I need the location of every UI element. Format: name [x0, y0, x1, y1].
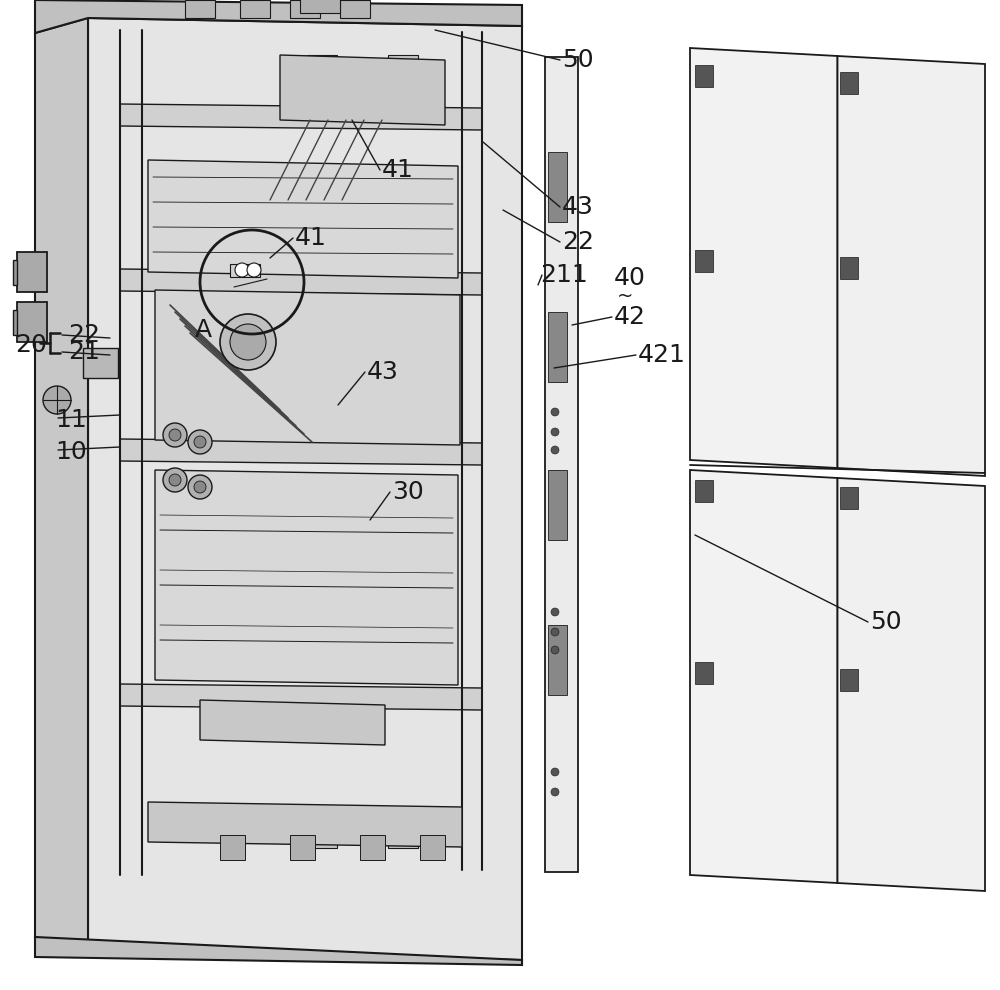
Polygon shape	[695, 250, 713, 272]
Polygon shape	[230, 264, 260, 277]
Polygon shape	[838, 56, 985, 476]
Circle shape	[551, 428, 559, 436]
Polygon shape	[340, 0, 370, 18]
Text: 41: 41	[382, 158, 414, 182]
Text: 22: 22	[562, 230, 594, 254]
Polygon shape	[35, 0, 522, 33]
Text: 43: 43	[562, 195, 594, 219]
Polygon shape	[120, 684, 482, 710]
Text: 22: 22	[68, 323, 100, 347]
Polygon shape	[388, 55, 418, 92]
Circle shape	[194, 436, 206, 448]
Polygon shape	[280, 55, 445, 125]
Polygon shape	[840, 257, 858, 279]
Circle shape	[188, 475, 212, 499]
Polygon shape	[17, 302, 47, 342]
Circle shape	[188, 430, 212, 454]
Text: 20: 20	[15, 333, 47, 357]
Polygon shape	[220, 835, 245, 860]
Polygon shape	[360, 835, 385, 860]
Polygon shape	[548, 312, 567, 382]
Circle shape	[163, 423, 187, 447]
Polygon shape	[388, 808, 418, 848]
Polygon shape	[545, 57, 578, 872]
Polygon shape	[290, 835, 315, 860]
Polygon shape	[420, 835, 445, 860]
Polygon shape	[312, 35, 332, 872]
Circle shape	[551, 608, 559, 616]
Circle shape	[551, 768, 559, 776]
Text: 11: 11	[55, 408, 87, 432]
Polygon shape	[240, 0, 270, 18]
Circle shape	[220, 314, 276, 370]
Polygon shape	[35, 937, 522, 965]
Polygon shape	[307, 55, 337, 92]
Polygon shape	[35, 18, 88, 952]
Text: 30: 30	[392, 480, 424, 504]
Polygon shape	[695, 480, 713, 502]
Polygon shape	[690, 48, 838, 468]
Text: 421: 421	[638, 343, 686, 367]
Polygon shape	[840, 669, 858, 691]
Circle shape	[43, 386, 71, 414]
Text: 211: 211	[540, 263, 588, 287]
Text: 10: 10	[55, 440, 87, 464]
Text: 41: 41	[295, 226, 327, 250]
Text: ~: ~	[617, 286, 633, 306]
Text: 42: 42	[614, 305, 646, 329]
Polygon shape	[695, 65, 713, 87]
Polygon shape	[548, 625, 567, 695]
Polygon shape	[83, 348, 118, 378]
Polygon shape	[838, 478, 985, 891]
Polygon shape	[840, 487, 858, 509]
Text: 50: 50	[562, 48, 594, 72]
Text: 40: 40	[614, 266, 646, 290]
Polygon shape	[120, 439, 482, 465]
Polygon shape	[290, 0, 320, 18]
Polygon shape	[148, 160, 458, 278]
Circle shape	[247, 263, 261, 277]
Polygon shape	[120, 104, 482, 130]
Polygon shape	[307, 808, 337, 848]
Polygon shape	[690, 470, 838, 883]
Polygon shape	[148, 802, 462, 847]
Circle shape	[551, 646, 559, 654]
Polygon shape	[185, 0, 215, 18]
Polygon shape	[548, 152, 567, 222]
Polygon shape	[548, 470, 567, 540]
Circle shape	[163, 468, 187, 492]
Circle shape	[235, 263, 249, 277]
Circle shape	[551, 408, 559, 416]
Text: 21: 21	[68, 340, 100, 364]
Polygon shape	[300, 0, 340, 13]
Polygon shape	[120, 269, 482, 295]
Polygon shape	[200, 700, 385, 745]
Circle shape	[230, 324, 266, 360]
Circle shape	[551, 788, 559, 796]
Polygon shape	[88, 18, 522, 960]
Circle shape	[194, 481, 206, 493]
Circle shape	[169, 429, 181, 441]
Text: 43: 43	[367, 360, 399, 384]
Polygon shape	[840, 72, 858, 94]
Polygon shape	[155, 290, 460, 445]
Polygon shape	[695, 662, 713, 684]
Circle shape	[551, 628, 559, 636]
Circle shape	[169, 474, 181, 486]
Polygon shape	[13, 310, 17, 335]
Polygon shape	[155, 470, 458, 685]
Polygon shape	[13, 260, 17, 285]
Circle shape	[551, 446, 559, 454]
Polygon shape	[393, 35, 413, 872]
Polygon shape	[17, 252, 47, 292]
Text: A: A	[195, 318, 212, 342]
Text: 50: 50	[870, 610, 902, 634]
